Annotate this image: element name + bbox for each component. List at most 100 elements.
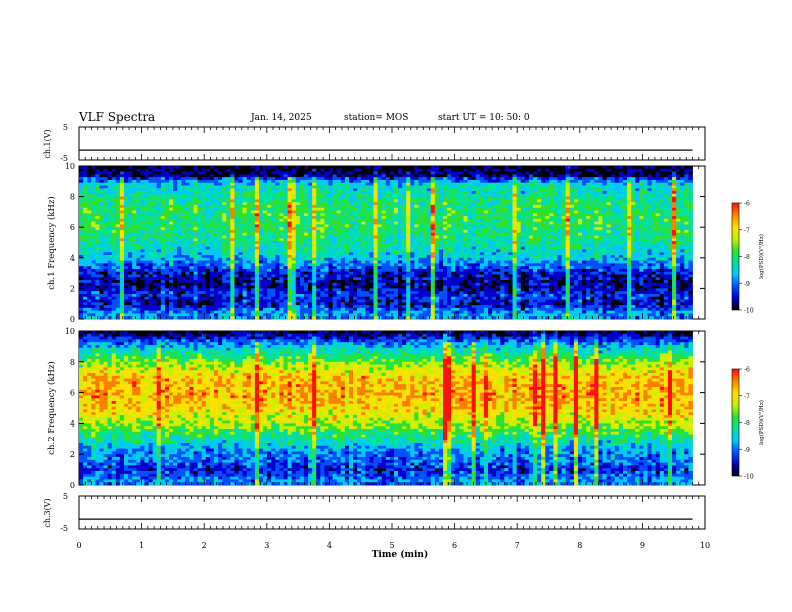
spectrogram-cell [140, 219, 144, 222]
spectrogram-cell [361, 185, 365, 188]
spectrogram-cell [251, 230, 255, 233]
spectrogram-cell [586, 202, 590, 205]
spectrogram-cell [153, 202, 157, 205]
spectrogram-cell [357, 191, 361, 194]
spectrogram-cell [476, 177, 480, 180]
spectrogram-cell [496, 205, 500, 208]
spectrogram-cell [239, 252, 243, 255]
spectrogram-cell [95, 233, 99, 236]
spectrogram-cell [255, 211, 259, 214]
spectrogram-cell [87, 230, 91, 233]
spectrogram-cell [631, 211, 635, 214]
spectrogram-cell [128, 208, 132, 211]
spectrogram-cell [283, 247, 287, 250]
spectrogram-cell [647, 205, 651, 208]
spectrogram-cell [251, 183, 255, 186]
spectrogram-cell [333, 230, 337, 233]
spectrogram-cell [140, 222, 144, 225]
spectrogram-cell [500, 224, 504, 227]
spectrogram-cell [639, 180, 643, 183]
spectrogram-cell [398, 216, 402, 219]
spectrogram-cell [128, 236, 132, 239]
spectrogram-cell [353, 255, 357, 258]
spectrogram-cell [525, 202, 529, 205]
spectrogram-cell [672, 197, 676, 200]
spectrogram-cell [480, 174, 484, 177]
spectrogram-cell [521, 197, 525, 200]
spectrogram-cell [517, 174, 521, 177]
spectrogram-cell [611, 172, 615, 175]
spectrogram-cell [431, 202, 435, 205]
spectrogram-cell [615, 199, 619, 202]
spectrogram-cell [288, 233, 292, 236]
spectrogram-cell [423, 247, 427, 250]
spectrogram-cell [468, 213, 472, 216]
spectrogram-cell [656, 244, 660, 247]
spectrogram-cell [91, 227, 95, 230]
spectrogram-cell [369, 194, 373, 197]
spectrogram-cell [345, 188, 349, 191]
spectrogram-cell [402, 238, 406, 241]
spectrogram-cell [292, 230, 296, 233]
spectrogram-cell [247, 255, 251, 258]
spectrogram-cell [198, 177, 202, 180]
spectrogram-cell [455, 227, 459, 230]
spectrogram-cell [251, 252, 255, 255]
spectrogram-cell [590, 230, 594, 233]
spectrogram-cell [541, 252, 545, 255]
spectrogram-cell [480, 183, 484, 186]
spectrogram-cell [688, 202, 692, 205]
spectrogram-cell [496, 213, 500, 216]
spectrogram-cell [582, 238, 586, 241]
spectrogram-cell [468, 233, 472, 236]
spectrogram-cell [300, 169, 304, 172]
spectrogram-cell [570, 202, 574, 205]
spectrogram-cell [165, 230, 169, 233]
spectrogram-cell [333, 166, 337, 169]
spectrogram-cell [390, 194, 394, 197]
ch1-ytick-top: 5 [63, 123, 68, 132]
spectrogram-cell [239, 213, 243, 216]
spectrogram-cell [476, 230, 480, 233]
spectrogram-cell [120, 224, 124, 227]
spectrogram-cell [239, 227, 243, 230]
spectrogram-cell [263, 183, 267, 186]
spectrogram-cell [619, 219, 623, 222]
spectrogram-cell [169, 194, 173, 197]
spectrogram-cell [570, 255, 574, 258]
spectrogram-cell [296, 249, 300, 252]
spectrogram-cell [455, 247, 459, 250]
spectrogram-cell [324, 166, 328, 169]
spectrogram-cell [202, 185, 206, 188]
spectrogram-cell [427, 172, 431, 175]
ch1-voltage-panel: 5 -5 ch.1(V) [43, 123, 705, 163]
spectrogram-cell [562, 252, 566, 255]
spectrogram-cell [124, 208, 128, 211]
spectrogram-cell [177, 230, 181, 233]
spectrogram-cell [202, 247, 206, 250]
spectrogram-cell [169, 199, 173, 202]
spectrogram-cell [259, 197, 263, 200]
spectrogram-cell [508, 202, 512, 205]
spectrogram-cell [239, 219, 243, 222]
spectrogram-cell [668, 166, 672, 169]
spectrogram-cell [664, 174, 668, 177]
spectrogram-cell [218, 255, 222, 258]
spectrogram-cell [688, 180, 692, 183]
spectrogram-cell [615, 230, 619, 233]
spectrogram-cell [349, 172, 353, 175]
spectrogram-cell [590, 236, 594, 239]
spectrogram-cell [144, 219, 148, 222]
spectrogram-cell [574, 169, 578, 172]
spectrogram-cell [598, 183, 602, 186]
spectrogram-cell [537, 236, 541, 239]
spectrogram-cell [112, 255, 116, 258]
spectrogram-cell [239, 244, 243, 247]
spectrogram-cell [369, 169, 373, 172]
spectrogram-cell [296, 224, 300, 227]
spectrogram-cell [541, 185, 545, 188]
spectrogram-cell [545, 205, 549, 208]
spectrogram-cell [406, 177, 410, 180]
spectrogram-cell [525, 224, 529, 227]
spectrogram-cell [603, 188, 607, 191]
